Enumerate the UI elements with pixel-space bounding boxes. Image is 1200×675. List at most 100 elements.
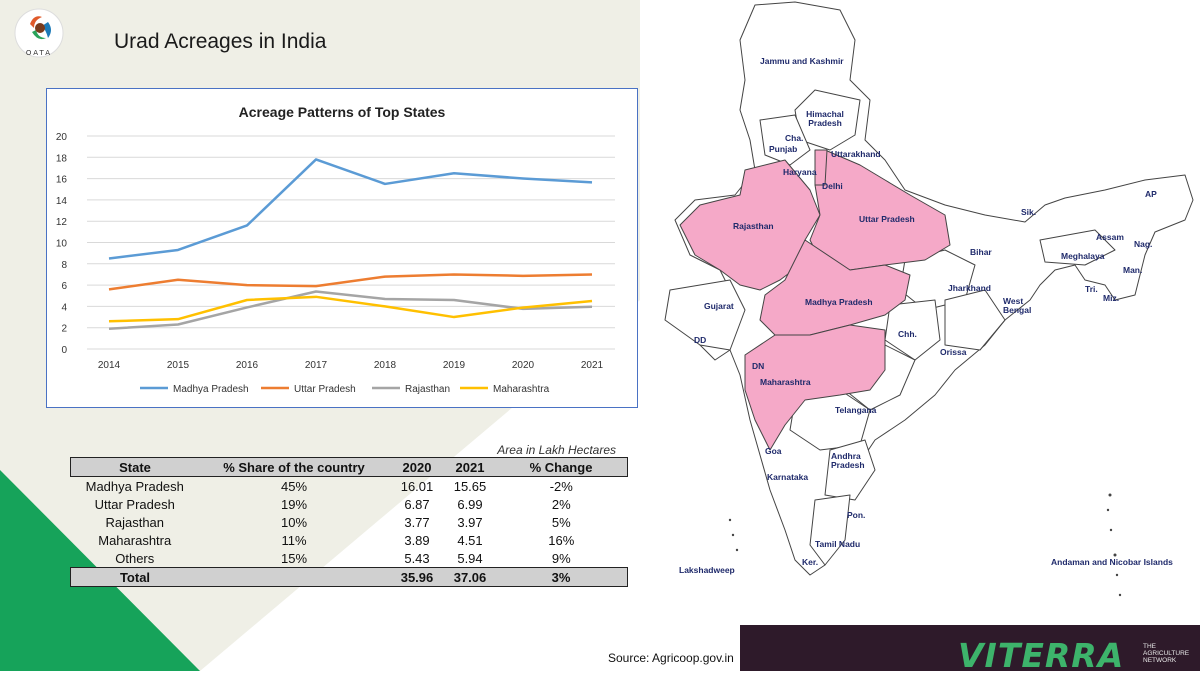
x-tick-label: 2016 — [236, 360, 259, 371]
cell-share: 45% — [199, 477, 389, 496]
series-line-madhya-pradesh — [109, 159, 592, 258]
slide-title: Urad Acreages in India — [114, 30, 326, 54]
cell-share: 19% — [199, 495, 389, 513]
map-label-mizoram: Miz. — [1103, 294, 1119, 303]
x-tick-label: 2020 — [512, 360, 535, 371]
cell-2020: 16.01 — [389, 477, 445, 496]
y-tick-label: 12 — [56, 217, 68, 228]
map-label-puducherry: Pon. — [847, 511, 865, 520]
map-label-andhra: Andhra Pradesh — [831, 452, 871, 470]
y-tick-label: 8 — [61, 260, 67, 271]
total-cell-share — [199, 568, 389, 587]
y-tick-label: 0 — [61, 345, 67, 356]
map-label-assam: Assam — [1096, 233, 1124, 242]
map-label-west-bengal: West Bengal — [1003, 297, 1035, 315]
y-tick-label: 2 — [61, 324, 67, 335]
chart-title: Acreage Patterns of Top States — [239, 104, 446, 120]
cell-share: 11% — [199, 531, 389, 549]
cell-state: Others — [71, 549, 200, 568]
cell-2021: 4.51 — [445, 531, 495, 549]
y-tick-label: 20 — [56, 132, 68, 143]
x-tick-label: 2017 — [305, 360, 328, 371]
map-label-chhattisgarh: Chh. — [898, 330, 917, 339]
cell-change: -2% — [495, 477, 628, 496]
map-label-andaman: Andaman and Nicobar Islands — [1051, 558, 1173, 567]
x-tick-label: 2021 — [581, 360, 604, 371]
x-tick-label: 2018 — [374, 360, 397, 371]
y-tick-label: 14 — [56, 196, 68, 207]
map-label-arunachal: AP — [1145, 190, 1157, 199]
total-cell-2021: 37.06 — [445, 568, 495, 587]
india-map: Jammu and Kashmir Himachal Pradesh Cha. … — [645, 0, 1200, 623]
map-label-rajasthan: Rajasthan — [733, 222, 774, 231]
table-header-row: State % Share of the country 2020 2021 %… — [71, 458, 628, 477]
legend-label: Rajasthan — [405, 384, 450, 395]
map-label-manipur: Man. — [1123, 266, 1142, 275]
map-label-jharkhand: Jharkhand — [948, 284, 991, 293]
map-label-gujarat: Gujarat — [704, 302, 734, 311]
map-label-maharashtra: Maharashtra — [760, 378, 811, 387]
map-label-karnataka: Karnataka — [767, 473, 808, 482]
x-tick-label: 2015 — [167, 360, 190, 371]
col-header-2020: 2020 — [389, 458, 445, 477]
cell-2020: 3.77 — [389, 513, 445, 531]
col-header-2021: 2021 — [445, 458, 495, 477]
map-label-bihar: Bihar — [970, 248, 992, 257]
cell-share: 15% — [199, 549, 389, 568]
cell-2021: 6.99 — [445, 495, 495, 513]
map-label-orissa: Orissa — [940, 348, 966, 357]
cell-2020: 5.43 — [389, 549, 445, 568]
source-note: Source: Agricoop.gov.in — [608, 651, 734, 665]
y-tick-label: 10 — [56, 239, 68, 250]
map-label-sikkim: Sik. — [1021, 208, 1036, 217]
y-tick-label: 6 — [61, 281, 67, 292]
map-label-dd: DD — [694, 336, 706, 345]
col-header-share: % Share of the country — [199, 458, 389, 477]
cell-state: Uttar Pradesh — [71, 495, 200, 513]
india-map-graphic — [645, 0, 1200, 623]
map-label-kerala: Ker. — [802, 558, 818, 567]
map-label-tripura: Tri. — [1085, 285, 1098, 294]
map-label-chandigarh: Cha. — [785, 134, 803, 143]
series-line-uttar-pradesh — [109, 274, 592, 289]
y-tick-label: 18 — [56, 153, 68, 164]
cell-state: Madhya Pradesh — [71, 477, 200, 496]
cell-2021: 5.94 — [445, 549, 495, 568]
y-tick-label: 16 — [56, 175, 68, 186]
legend-label: Madhya Pradesh — [173, 384, 249, 395]
cell-2020: 3.89 — [389, 531, 445, 549]
viterra-logo: VITERRA — [958, 636, 1124, 675]
cell-change: 16% — [495, 531, 628, 549]
cell-state: Maharashtra — [71, 531, 200, 549]
map-label-goa: Goa — [765, 447, 782, 456]
acreage-table: State % Share of the country 2020 2021 %… — [70, 457, 628, 587]
cell-change: 9% — [495, 549, 628, 568]
oata-logo — [12, 8, 66, 68]
cell-state: Rajasthan — [71, 513, 200, 531]
col-header-change: % Change — [495, 458, 628, 477]
map-label-lakshadweep: Lakshadweep — [679, 566, 735, 575]
map-label-jammu-kashmir: Jammu and Kashmir — [760, 57, 844, 66]
map-label-haryana: Haryana — [783, 168, 817, 177]
cell-2021: 15.65 — [445, 477, 495, 496]
y-tick-label: 4 — [61, 302, 67, 313]
chart-panel: Acreage Patterns of Top States 0 2 4 6 8 10 12… — [46, 88, 638, 408]
cell-share: 10% — [199, 513, 389, 531]
map-label-uttar-pradesh: Uttar Pradesh — [859, 215, 915, 224]
acreage-line-chart: Acreage Patterns of Top States 0 2 4 6 8 10 12… — [47, 89, 637, 407]
cell-2021: 3.97 — [445, 513, 495, 531]
map-label-punjab: Punjab — [769, 145, 797, 154]
legend-label: Uttar Pradesh — [294, 384, 356, 395]
legend-label: Maharashtra — [493, 384, 550, 395]
map-label-delhi: Delhi — [822, 182, 843, 191]
viterra-tagline: THE AGRICULTURE NETWORK — [1143, 643, 1191, 664]
map-label-dn: DN — [752, 362, 764, 371]
map-label-meghalaya: Meghalaya — [1061, 252, 1104, 261]
map-label-telangana: Telangana — [835, 406, 876, 415]
total-cell-state: Total — [71, 568, 200, 587]
